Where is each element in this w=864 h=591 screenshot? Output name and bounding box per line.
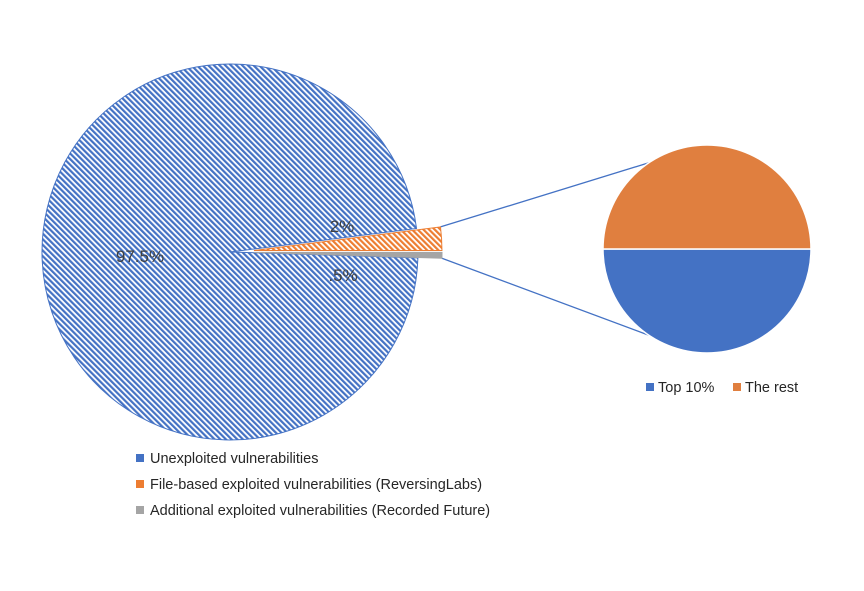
data-label-file_based: 2%	[330, 217, 355, 236]
legend-swatch-unexploited	[136, 454, 144, 462]
legend-label-file_based: File-based exploited vulnerabilities (Re…	[150, 477, 482, 493]
slice-top-10	[602, 248, 812, 354]
main-pie-data-labels: 97.5% 2% .5%	[116, 217, 358, 285]
legend-swatch-top10	[646, 383, 654, 391]
secondary-pie	[602, 144, 812, 354]
slice-the-rest	[602, 144, 812, 250]
legend-label-top10: Top 10%	[658, 380, 715, 396]
connector-line-bottom	[441, 257, 650, 336]
slice-unexploited-vulnerabilities	[41, 63, 419, 441]
legend-swatch-the_rest	[733, 383, 741, 391]
connector-lines	[440, 162, 650, 336]
legend-label-unexploited: Unexploited vulnerabilities	[150, 451, 318, 467]
main-pie	[41, 63, 443, 441]
data-label-additional: .5%	[328, 266, 357, 285]
secondary-legend: Top 10% The rest	[646, 380, 798, 396]
legend-swatch-file_based	[136, 480, 144, 488]
legend-label-additional: Additional exploited vulnerabilities (Re…	[150, 503, 490, 519]
main-legend: Unexploited vulnerabilities File-based ex…	[136, 451, 490, 519]
data-label-unexploited: 97.5%	[116, 247, 164, 266]
legend-label-the_rest: The rest	[745, 380, 798, 396]
slice-additional-exploited-vulnerabilities-recorded-future	[253, 251, 443, 259]
legend-swatch-additional	[136, 506, 144, 514]
connector-line-top	[440, 162, 650, 228]
slice-file-based-exploited-vulnerabilities-reversinglabs	[253, 226, 443, 251]
